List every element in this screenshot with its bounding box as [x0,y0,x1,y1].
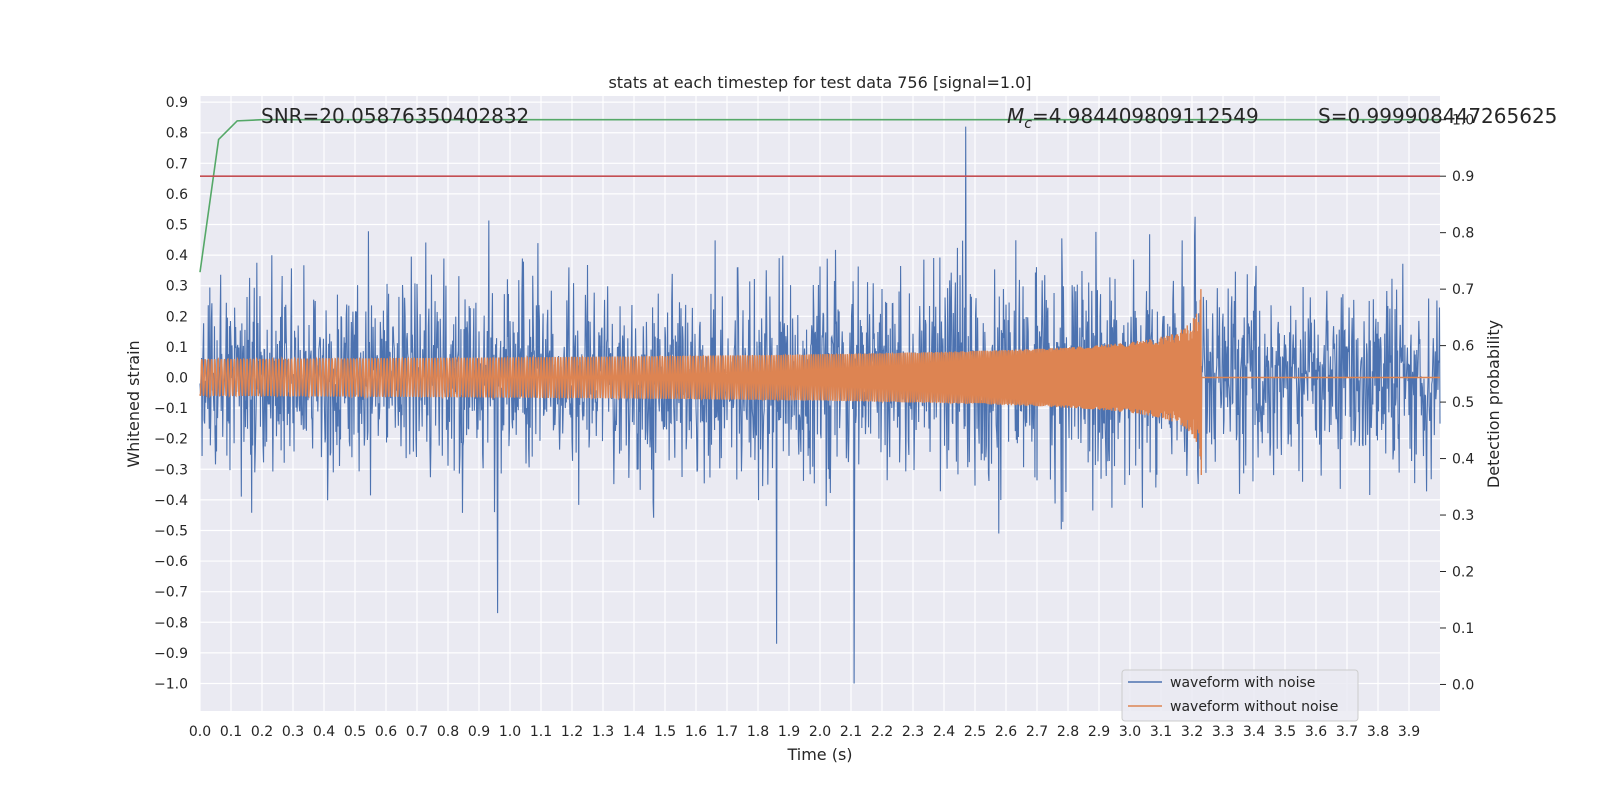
legend-box [1121,669,1359,722]
y-tick-labels: 0.9 0.8 0.7 0.6 0.5 0.4 0.3 0.2 0.1 0.0 −0.1 −0.2 −0… [154,95,188,692]
x-tick-label: 3.9 [1398,724,1420,740]
x-tick-label: 2.6 [995,724,1017,740]
x-tick-label: 3.5 [1274,724,1296,740]
x-tick-label: 0.0 [189,724,211,740]
y2-tick-label: 0.0 [1452,677,1474,693]
x-tick-label: 0.2 [251,724,273,740]
x-tick-label: 3.7 [1336,724,1358,740]
waveform-without-noise-series [199,289,1440,476]
x-tick-label: 0.6 [375,724,397,740]
mc-symbol: M [1007,104,1024,128]
x-tick-label: 3.3 [1212,724,1234,740]
y-tick-label: 0.9 [166,95,188,111]
x-tick-label: 1.2 [561,724,583,740]
legend: waveform with noise waveform without noi… [1121,669,1359,722]
clean-waveform-line [199,289,1440,476]
y-tick-label: −0.4 [154,493,188,509]
y-tick-label: −0.9 [154,646,188,662]
y-tick-label: 0.2 [166,309,188,325]
y2-tick-labels: 1.0 0.9 0.8 0.7 0.6 0.5 0.4 0.3 0.2 0.1 0.0 [1440,113,1474,693]
x-axis-label: Time (s) [786,745,852,764]
x-tick-label: 0.8 [437,724,459,740]
x-tick-label: 1.7 [716,724,738,740]
y-tick-label: 0.5 [166,218,188,234]
x-tick-labels: 0.0 0.1 0.2 0.3 0.4 0.5 0.6 0.7 0.8 0.9 1.0 1.1 1.2 1… [189,724,1420,740]
x-tick-label: 0.5 [344,724,366,740]
x-tick-label: 1.5 [654,724,676,740]
legend-label-clean: waveform without noise [1170,699,1338,715]
y-tick-label: −0.3 [154,462,188,478]
x-tick-label: 2.2 [871,724,893,740]
y2-tick-label: 0.7 [1452,282,1474,298]
y2-tick-label: 1.0 [1452,113,1474,129]
y-tick-label: −1.0 [154,676,188,692]
x-tick-label: 0.4 [313,724,335,740]
y2-tick-label: 0.8 [1452,226,1474,242]
y2-tick-label: 0.5 [1452,395,1474,411]
x-tick-label: 1.8 [747,724,769,740]
x-tick-label: 3.6 [1305,724,1327,740]
y-tick-label: −0.5 [154,523,188,539]
mc-value: =4.984409809112549 [1032,104,1259,128]
x-tick-label: 0.3 [282,724,304,740]
y-tick-label: 0.3 [166,279,188,295]
x-tick-label: 2.7 [1026,724,1048,740]
x-tick-label: 1.3 [592,724,614,740]
x-tick-label: 2.8 [1057,724,1079,740]
mc-annotation: Mc=4.984409809112549 [1007,104,1259,132]
y-tick-label: 0.8 [166,126,188,142]
chart-title: stats at each timestep for test data 756… [608,73,1031,92]
x-tick-label: 3.2 [1181,724,1203,740]
x-tick-label: 2.5 [964,724,986,740]
y-tick-label: 0.6 [166,187,188,203]
x-tick-label: 1.0 [499,724,521,740]
x-tick-label: 0.7 [406,724,428,740]
y2-tick-label: 0.6 [1452,339,1474,355]
x-tick-label: 1.9 [778,724,800,740]
s-annotation: S=0.999908447265625 [1318,104,1557,128]
x-tick-label: 3.1 [1150,724,1172,740]
y2-tick-label: 0.3 [1452,508,1474,524]
mc-subscript: c [1024,116,1032,132]
x-tick-label: 0.9 [468,724,490,740]
x-tick-label: 2.0 [809,724,831,740]
y2-axis-label: Detection probability [1484,320,1503,488]
y-tick-label: 0.4 [166,248,188,264]
y2-tick-label: 0.9 [1452,169,1474,185]
y2-tick-label: 0.1 [1452,621,1474,637]
y-tick-label: −0.8 [154,615,188,631]
x-tick-label: 3.4 [1243,724,1265,740]
x-tick-label: 0.1 [220,724,242,740]
y-tick-label: −0.2 [154,432,188,448]
y-axis-label: Whitened strain [124,340,143,467]
y-tick-label: 0.0 [166,370,188,386]
detection-probability-line [199,118,1440,273]
noisy-waveform-line [199,126,1441,684]
y-tick-label: −0.7 [154,585,188,601]
detection-probability-series [199,118,1440,273]
legend-label-noise: waveform with noise [1170,675,1315,691]
x-tick-label: 2.4 [933,724,955,740]
y2-tick-label: 0.4 [1452,452,1474,468]
x-tick-label: 2.1 [840,724,862,740]
y-tick-label: −0.6 [154,554,188,570]
snr-annotation: SNR=20.05876350402832 [261,104,529,128]
x-tick-label: 1.4 [623,724,645,740]
y-tick-label: −0.1 [154,401,188,417]
y2-tick-label: 0.2 [1452,565,1474,581]
x-tick-label: 3.8 [1367,724,1389,740]
waveform-with-noise-series [199,126,1441,684]
y-tick-label: 0.1 [166,340,188,356]
x-tick-label: 2.3 [902,724,924,740]
y-tick-label: 0.7 [166,156,188,172]
x-tick-label: 3.0 [1119,724,1141,740]
x-tick-label: 2.9 [1088,724,1110,740]
x-tick-label: 1.6 [685,724,707,740]
x-tick-label: 1.1 [530,724,552,740]
